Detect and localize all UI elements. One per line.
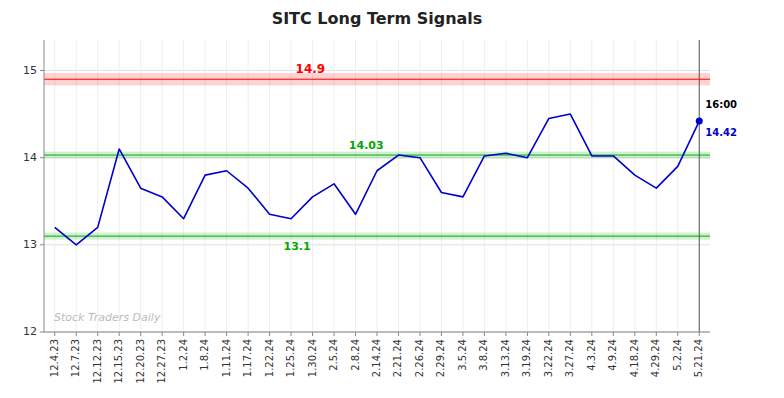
plot-area (44, 40, 710, 332)
x-tick-label: 4.29.24 (650, 339, 661, 377)
x-tick-label: 1.11.24 (221, 339, 232, 377)
x-tick (548, 332, 549, 336)
y-tick (40, 244, 44, 245)
x-tick-label: 2.26.24 (414, 339, 425, 377)
x-tick-label: 12.12.23 (92, 339, 103, 384)
x-tick-label: 5.21.24 (693, 339, 704, 377)
price-line (55, 114, 700, 245)
y-tick-label: 15 (23, 64, 37, 77)
x-tick (291, 332, 292, 336)
y-tick (40, 157, 44, 158)
x-tick-label: 1.17.24 (242, 339, 253, 377)
x-tick-label: 3.13.24 (500, 339, 511, 377)
y-tick-label: 12 (23, 325, 37, 338)
x-tick (334, 332, 335, 336)
x-tick-label: 2.29.24 (435, 339, 446, 377)
x-tick (226, 332, 227, 336)
level-band (44, 233, 710, 240)
x-tick-label: 3.27.24 (564, 339, 575, 377)
y-axis-line (44, 40, 45, 332)
x-tick (462, 332, 463, 336)
x-tick (527, 332, 528, 336)
x-tick (677, 332, 678, 336)
x-tick-label: 2.8.24 (350, 339, 361, 371)
x-tick (76, 332, 77, 336)
x-tick (699, 332, 700, 336)
x-tick (162, 332, 163, 336)
x-tick-label: 4.18.24 (629, 339, 640, 377)
grid (44, 40, 710, 332)
x-tick-label: 12.27.23 (156, 339, 167, 384)
x-tick-label: 3.8.24 (478, 339, 489, 371)
support-label: 13.1 (284, 240, 311, 253)
x-tick-label: 2.14.24 (371, 339, 382, 377)
x-tick-label: 1.22.24 (264, 339, 275, 377)
level-line (44, 236, 710, 237)
x-tick-label: 4.9.24 (607, 339, 618, 371)
x-tick-label: 1.2.24 (178, 339, 189, 371)
level-line (44, 79, 710, 80)
x-tick-label: 3.22.24 (543, 339, 554, 377)
last-point (696, 118, 703, 125)
chart: SITC Long Term Signals 12 13 14 15 12.4.23 12.… (0, 0, 784, 398)
x-tick-label: 3.5.24 (457, 339, 468, 371)
level-band (44, 73, 710, 85)
x-tick (613, 332, 614, 336)
x-tick (119, 332, 120, 336)
y-tick (40, 332, 44, 333)
x-tick-label: 12.20.23 (135, 339, 146, 384)
x-tick (140, 332, 141, 336)
y-tick-label: 13 (23, 238, 37, 251)
x-tick-label: 1.8.24 (199, 339, 210, 371)
x-tick-label: 12.4.23 (49, 339, 60, 377)
x-tick (269, 332, 270, 336)
x-tick (398, 332, 399, 336)
x-tick (634, 332, 635, 336)
y-tick (40, 70, 44, 71)
x-tick-label: 4.3.24 (586, 339, 597, 371)
last-time-label: 16:00 (705, 99, 737, 110)
x-tick (484, 332, 485, 336)
x-tick (355, 332, 356, 336)
x-tick (591, 332, 592, 336)
watermark: Stock Traders Daily (54, 311, 161, 324)
grid-line-x (699, 40, 700, 332)
x-tick-label: 5.2.24 (672, 339, 683, 371)
x-tick (377, 332, 378, 336)
resistance-label: 14.9 (296, 62, 326, 76)
x-tick-label: 1.25.24 (285, 339, 296, 377)
x-tick-label: 2.5.24 (328, 339, 339, 371)
x-tick (205, 332, 206, 336)
x-tick (97, 332, 98, 336)
x-tick (312, 332, 313, 336)
last-point-line (699, 40, 700, 332)
axes: 12 13 14 15 12.4.23 12.7.23 12.12.23 12.15.23 12… (23, 40, 710, 384)
labels: 14.9 14.03 13.1 16:00 14.42 Stock Traders Dai… (54, 62, 737, 324)
x-tick (570, 332, 571, 336)
support-label: 14.03 (349, 139, 384, 152)
x-tick (54, 332, 55, 336)
x-tick-label: 1.30.24 (307, 339, 318, 377)
x-tick-label: 12.7.23 (70, 339, 81, 377)
level-band (44, 152, 710, 159)
x-tick-label: 3.19.24 (521, 339, 532, 377)
x-tick (419, 332, 420, 336)
x-tick-label: 12.15.23 (113, 339, 124, 384)
x-tick (656, 332, 657, 336)
x-tick (183, 332, 184, 336)
last-price-label: 14.42 (705, 127, 737, 138)
y-tick-label: 14 (23, 151, 37, 164)
title: SITC Long Term Signals (272, 9, 483, 28)
x-tick (505, 332, 506, 336)
x-tick (248, 332, 249, 336)
x-tick-label: 2.21.24 (392, 339, 403, 377)
x-tick (441, 332, 442, 336)
